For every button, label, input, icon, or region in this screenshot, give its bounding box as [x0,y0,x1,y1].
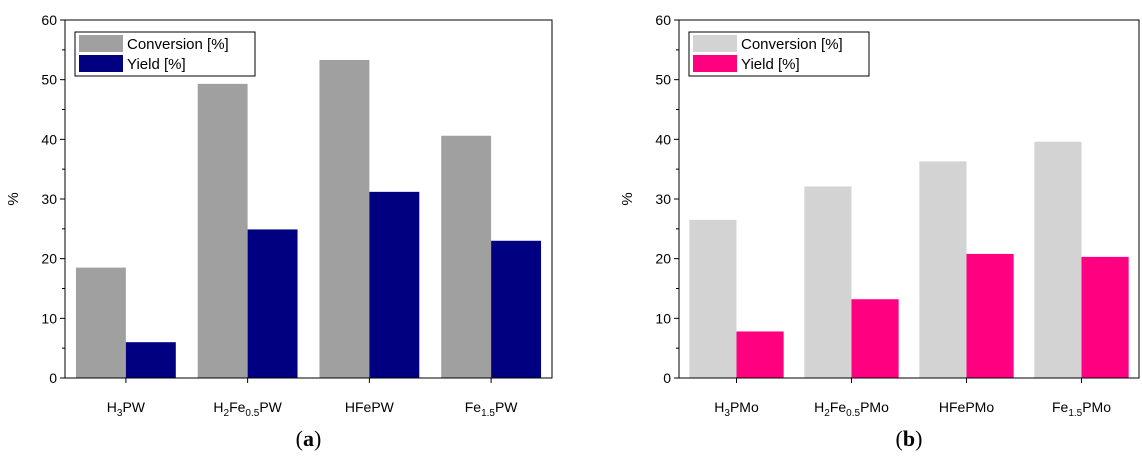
legend-swatch [693,35,737,52]
y-tick-label: 20 [655,251,671,267]
y-tick-label: 30 [41,191,57,207]
bar-yield-3 [491,240,542,378]
bar-conversion-0 [689,219,737,378]
bar-conversion-3 [1034,141,1082,378]
bar-yield-1 [247,229,298,378]
legend: Conversion [%] Yield [%] [688,31,870,77]
x-tick-label: H2Fe0.5PW [213,399,282,419]
y-tick-label: 20 [41,251,57,267]
bar-yield-0 [736,331,784,378]
legend-label: Yield [%] [741,56,800,73]
x-tick-label: H3PW [107,399,146,419]
x-tick-label: Fe1.5PMo [1052,399,1111,419]
y-tick-label: 60 [41,12,57,28]
y-tick-label: 50 [655,72,671,88]
bar-yield-2 [966,253,1014,378]
bar-yield-3 [1081,256,1129,378]
y-tick-label: 10 [41,310,57,326]
y-axis-label: % [619,192,636,205]
legend-label: Conversion [%] [127,36,229,53]
bar-conversion-2 [319,59,370,379]
x-tick-label: HFePMo [939,399,994,415]
bar-conversion-2 [919,161,967,378]
legend: Conversion [%] Yield [%] [74,31,256,77]
legend-label: Yield [%] [127,56,186,73]
panel-a: 0 10 20 30 40 50 60% H3PW H2Fe0.5PW HFePW Fe1.5PW C… [5,12,553,451]
legend-swatch [79,35,123,52]
x-tick-label: Fe1.5PW [465,399,519,419]
bar-yield-1 [851,299,899,378]
bar-conversion-1 [197,83,248,379]
bar-conversion-3 [441,135,492,378]
panel-b: 0 10 20 30 40 50 60% H3PMo H2Fe0.5PMo HFePMo Fe1.5… [619,12,1140,451]
y-tick-label: 50 [41,72,57,88]
panel-label: (a) [296,426,322,451]
y-tick-label: 10 [655,310,671,326]
y-tick-label: 40 [655,131,671,147]
y-tick-label: 40 [41,131,57,147]
legend-swatch [79,55,123,72]
bar-yield-2 [369,191,420,378]
bar-conversion-1 [804,186,852,378]
y-tick-label: 60 [655,12,671,28]
x-tick-label: H3PMo [714,399,759,419]
bar-conversion-0 [75,267,126,378]
legend-label: Conversion [%] [741,36,843,53]
y-tick-label: 0 [49,370,57,386]
x-tick-label: H2Fe0.5PMo [814,399,889,419]
x-tick-label: HFePW [345,399,395,415]
panel-label: (b) [896,426,923,451]
legend-swatch [693,55,737,72]
y-axis-label: % [5,192,22,205]
bar-yield-0 [125,342,176,378]
y-tick-label: 30 [655,191,671,207]
y-tick-label: 0 [663,370,671,386]
